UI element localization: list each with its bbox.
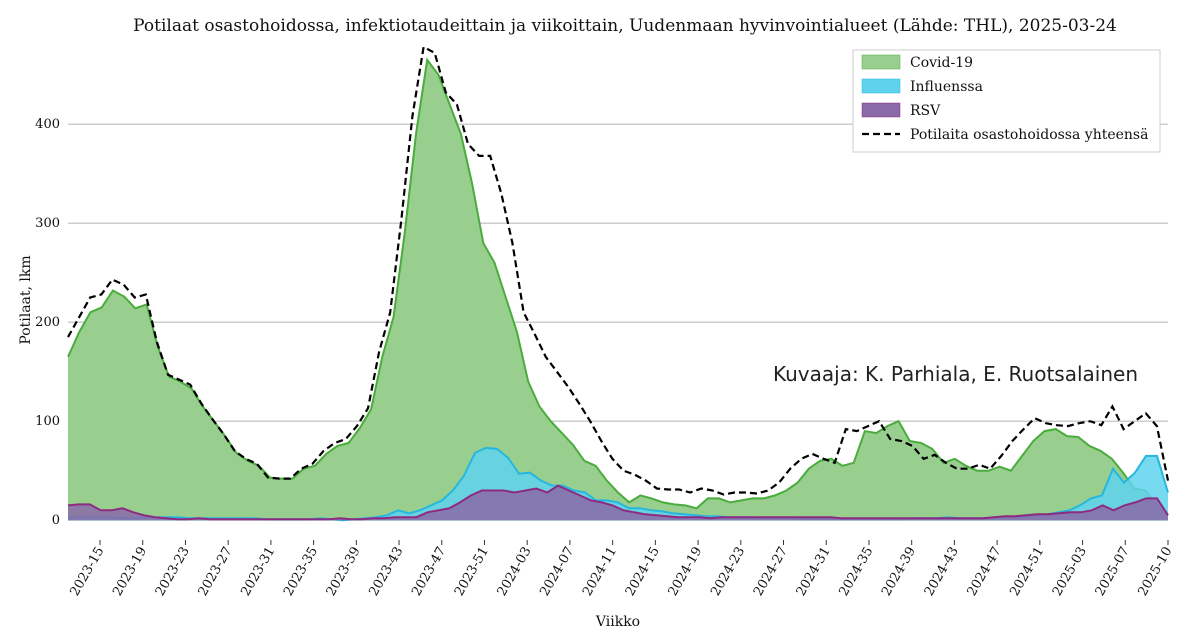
legend-swatch: [861, 102, 901, 118]
y-axis: 0 100 200 300 400: [35, 117, 60, 528]
x-tick-label: 2023-19: [110, 545, 150, 599]
x-tick-label: 2024-47: [965, 545, 1005, 599]
y-axis-label: Potilaat, lkm: [18, 255, 34, 344]
x-tick-label: 2025-10: [1135, 545, 1175, 599]
x-tick-label: 2024-07: [537, 545, 577, 599]
x-tick-label: 2024-03: [495, 545, 535, 599]
series-areas: [67, 57, 1169, 522]
x-tick-label: 2023-31: [238, 545, 278, 599]
x-tick-label: 2024-23: [708, 545, 748, 599]
x-tick-label: 2025-03: [1050, 545, 1090, 599]
x-tick-label: 2025-07: [1093, 545, 1133, 599]
legend-label: Covid-19: [910, 55, 973, 71]
x-tick-label: 2024-15: [623, 545, 663, 599]
line-total: [67, 45, 1170, 496]
y-tick-label: 200: [35, 315, 60, 330]
legend-label: RSV: [910, 103, 941, 119]
chart-credit: Kuvaaja: K. Parhiala, E. Ruotsalainen: [773, 362, 1138, 386]
y-tick-label: 0: [52, 513, 60, 528]
x-tick-label: 2024-35: [836, 545, 876, 599]
x-tick-label: 2023-43: [366, 545, 406, 599]
x-axis-label: Viikko: [595, 614, 640, 630]
x-tick-label: 2023-27: [196, 545, 236, 599]
x-tick-label: 2024-43: [922, 545, 962, 599]
x-tick-label: 2023-47: [409, 545, 449, 599]
legend-label: Potilaita osastohoidossa yhteensä: [910, 127, 1148, 143]
legend: Covid-19 Influenssa RSV Potilaita osastohoi…: [852, 49, 1161, 153]
area-rsv: [68, 485, 1168, 521]
line-rsv: [67, 484, 1169, 521]
chart-title: Potilaat osastohoidossa, infektiotaudeit…: [133, 16, 1117, 36]
x-tick-label: 2024-31: [794, 545, 834, 599]
x-tick-label: 2023-23: [153, 545, 193, 599]
x-tick-label: 2024-51: [1007, 545, 1047, 599]
series-lines: [67, 45, 1170, 496]
x-tick-label: 2023-15: [67, 545, 107, 599]
x-tick-label: 2024-19: [666, 545, 706, 599]
y-tick-label: 300: [35, 216, 60, 231]
legend-swatch: [861, 54, 901, 70]
x-tick-label: 2023-51: [452, 545, 492, 599]
legend-swatch: [861, 78, 901, 94]
x-tick-label: 2024-39: [879, 545, 919, 599]
x-tick-label: 2024-11: [580, 545, 620, 599]
area-covid-19: [68, 59, 1168, 521]
y-tick-label: 100: [35, 414, 60, 429]
x-axis: 2023-15 2023-19 2023-23 2023-27 2023-31 2023-…: [67, 540, 1175, 599]
legend-box: [852, 49, 1161, 153]
x-tick-label: 2024-27: [751, 545, 791, 599]
x-tick-label: 2023-35: [281, 545, 321, 599]
x-tick-label: 2023-39: [324, 545, 364, 599]
y-tick-label: 400: [35, 117, 60, 132]
legend-label: Influenssa: [910, 79, 983, 95]
